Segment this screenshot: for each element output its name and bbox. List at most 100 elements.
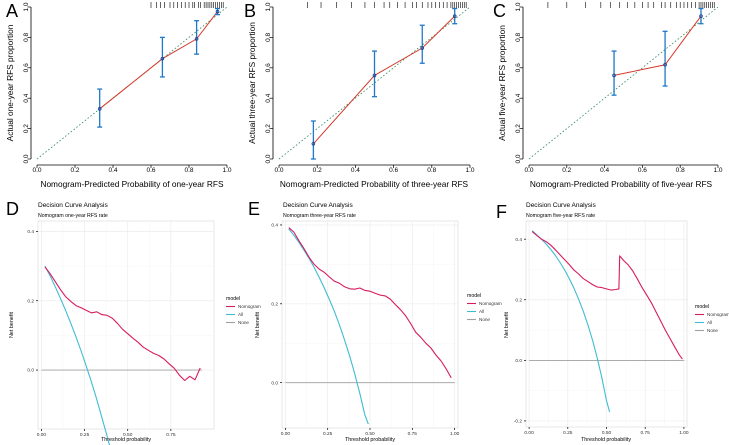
y-tick-label: 0.6 [23,63,30,72]
panel-label: D [6,199,19,219]
legend-label-none: None [238,320,249,325]
x-tick-label: 0.0 [32,167,41,174]
series-line-all [44,265,110,445]
y-axis-label: Net benefit [504,311,510,338]
x-axis-label: Threshold probability [101,437,151,443]
ideal-reference-line [278,6,471,160]
legend-label-all: All [479,309,484,314]
x-tick-label: 0.75 [408,431,418,437]
x-tick-label: 0.0 [274,167,283,174]
calibration-line [99,11,218,110]
x-tick-label: 1.0 [713,167,722,174]
legend-label-all: All [707,320,712,325]
y-tick-label: 0.8 [515,33,522,42]
x-tick-label: 0.50 [602,430,612,436]
chart-title: Decision Curve Analysis [283,202,353,209]
y-tick-label: 0.6 [515,63,522,72]
y-tick-label: 0.4 [265,93,272,102]
x-tick-label: 0.50 [365,431,375,437]
x-tick-label: 0.2 [313,167,322,174]
y-tick-label: 0.2 [265,124,272,133]
chart-title: Decision Curve Analysis [526,202,596,209]
y-tick-label: 1.0 [515,2,522,11]
y-tick-label: 0.8 [265,33,272,42]
panel-d-decision-curve: D Decision Curve Analysis Nomogram one-yea… [6,199,261,445]
y-tick-label: 0.6 [265,63,272,72]
calibration-point [372,73,377,78]
calibration-line [613,15,702,76]
legend-title: model [226,296,240,302]
y-tick-label: 0.2 [23,124,30,133]
calibration-point [194,37,199,41]
x-tick-label: 1.00 [679,430,689,436]
calibration-line [313,15,456,145]
x-axis-label: Nomogram-Predicted Probability of one-ye… [40,179,224,189]
x-tick-label: 0.0 [524,167,533,174]
plot-panel [37,220,215,430]
y-tick-label: 1.0 [265,2,272,11]
panel-e-decision-curve: E Decision Curve Analysis Nomogram three-y… [248,199,502,443]
y-tick-label: 0.4 [515,237,522,243]
series-line-nomogram [531,231,683,360]
panel-a-calibration: A 0.0 0.2 0.4 0.6 0.8 1.0 0.0 0.2 0.4 0.6 0.8 1.0 Nom… [5,1,232,189]
y-axis-label: Actual three-year RFS proportion [247,22,257,144]
y-tick-label: 0.0 [515,154,522,163]
x-tick-label: 0.50 [123,432,133,438]
x-tick-label: 0.2 [562,167,571,174]
series-line-all [531,230,611,413]
x-tick-label: 0.00 [281,431,291,437]
calibration-point [311,142,316,146]
legend-label-nomogram: Nomogram [707,312,729,317]
legend-title: model [695,304,709,310]
x-tick-label: 0.25 [80,432,90,438]
y-tick-label: 0.0 [515,358,522,364]
legend: model Nomogram All None [695,304,729,333]
x-tick-label: 1.00 [450,431,460,437]
y-tick-label: 0.4 [271,223,278,229]
x-tick-label: 0.6 [389,167,398,174]
series-line-nomogram [44,266,201,382]
x-tick-label: 0.75 [166,432,176,438]
y-tick-label: 0.2 [515,124,522,133]
calibration-point [612,73,616,78]
y-tick-label: 0.2 [27,298,34,304]
chart-title: Decision Curve Analysis [38,202,108,209]
x-tick-label: 1.0 [465,167,474,174]
legend-label-none: None [479,317,490,322]
calibration-point [160,56,165,61]
calibration-point [420,46,425,50]
series-line-all [288,228,369,425]
legend-title: model [467,293,481,299]
ideal-reference-line [36,6,228,160]
panel-b-calibration: B 0.0 0.2 0.4 0.6 0.8 1.0 0.0 0.2 0.4 0.6 0.8 1.0 Nom… [244,1,475,189]
y-axis-label: Net benefit [9,311,15,338]
y-tick-label: 0.2 [271,301,278,307]
x-axis-label: Threshold probability [581,437,631,443]
y-tick-label: -0.2 [514,419,523,425]
ideal-reference-line [528,6,719,160]
y-tick-label: 0.0 [27,368,34,374]
x-tick-label: 0.8 [184,167,193,174]
x-axis-label: Nomogram-Predicted Probability of five-y… [530,179,713,189]
panel-label: E [248,199,260,219]
y-axis-label: Actual one-year RFS proportion [5,24,15,141]
x-tick-label: 0.6 [638,167,647,174]
chart-subtitle: Nomogram one-year RFS rate [38,213,108,219]
legend: model Nomogram All None [467,293,502,322]
y-tick-label: 0.4 [515,93,522,102]
x-tick-label: 1.0 [222,167,231,174]
legend-label-nomogram: Nomogram [238,304,261,309]
x-tick-label: 0.8 [427,167,436,174]
legend-label-all: All [238,312,243,317]
calibration-point [663,62,667,67]
y-tick-label: 0.4 [23,93,30,102]
x-tick-label: 0.25 [323,431,333,437]
x-axis-label: Threshold probability [345,437,395,443]
y-tick-label: 0.0 [265,154,272,163]
panel-f-decision-curve: F Decision Curve Analysis Nomogram five-ye… [496,202,729,443]
y-tick-label: 1.0 [23,2,30,11]
y-tick-label: 0.4 [27,229,34,235]
calibration-point [215,9,220,14]
panel-label: A [6,1,18,21]
